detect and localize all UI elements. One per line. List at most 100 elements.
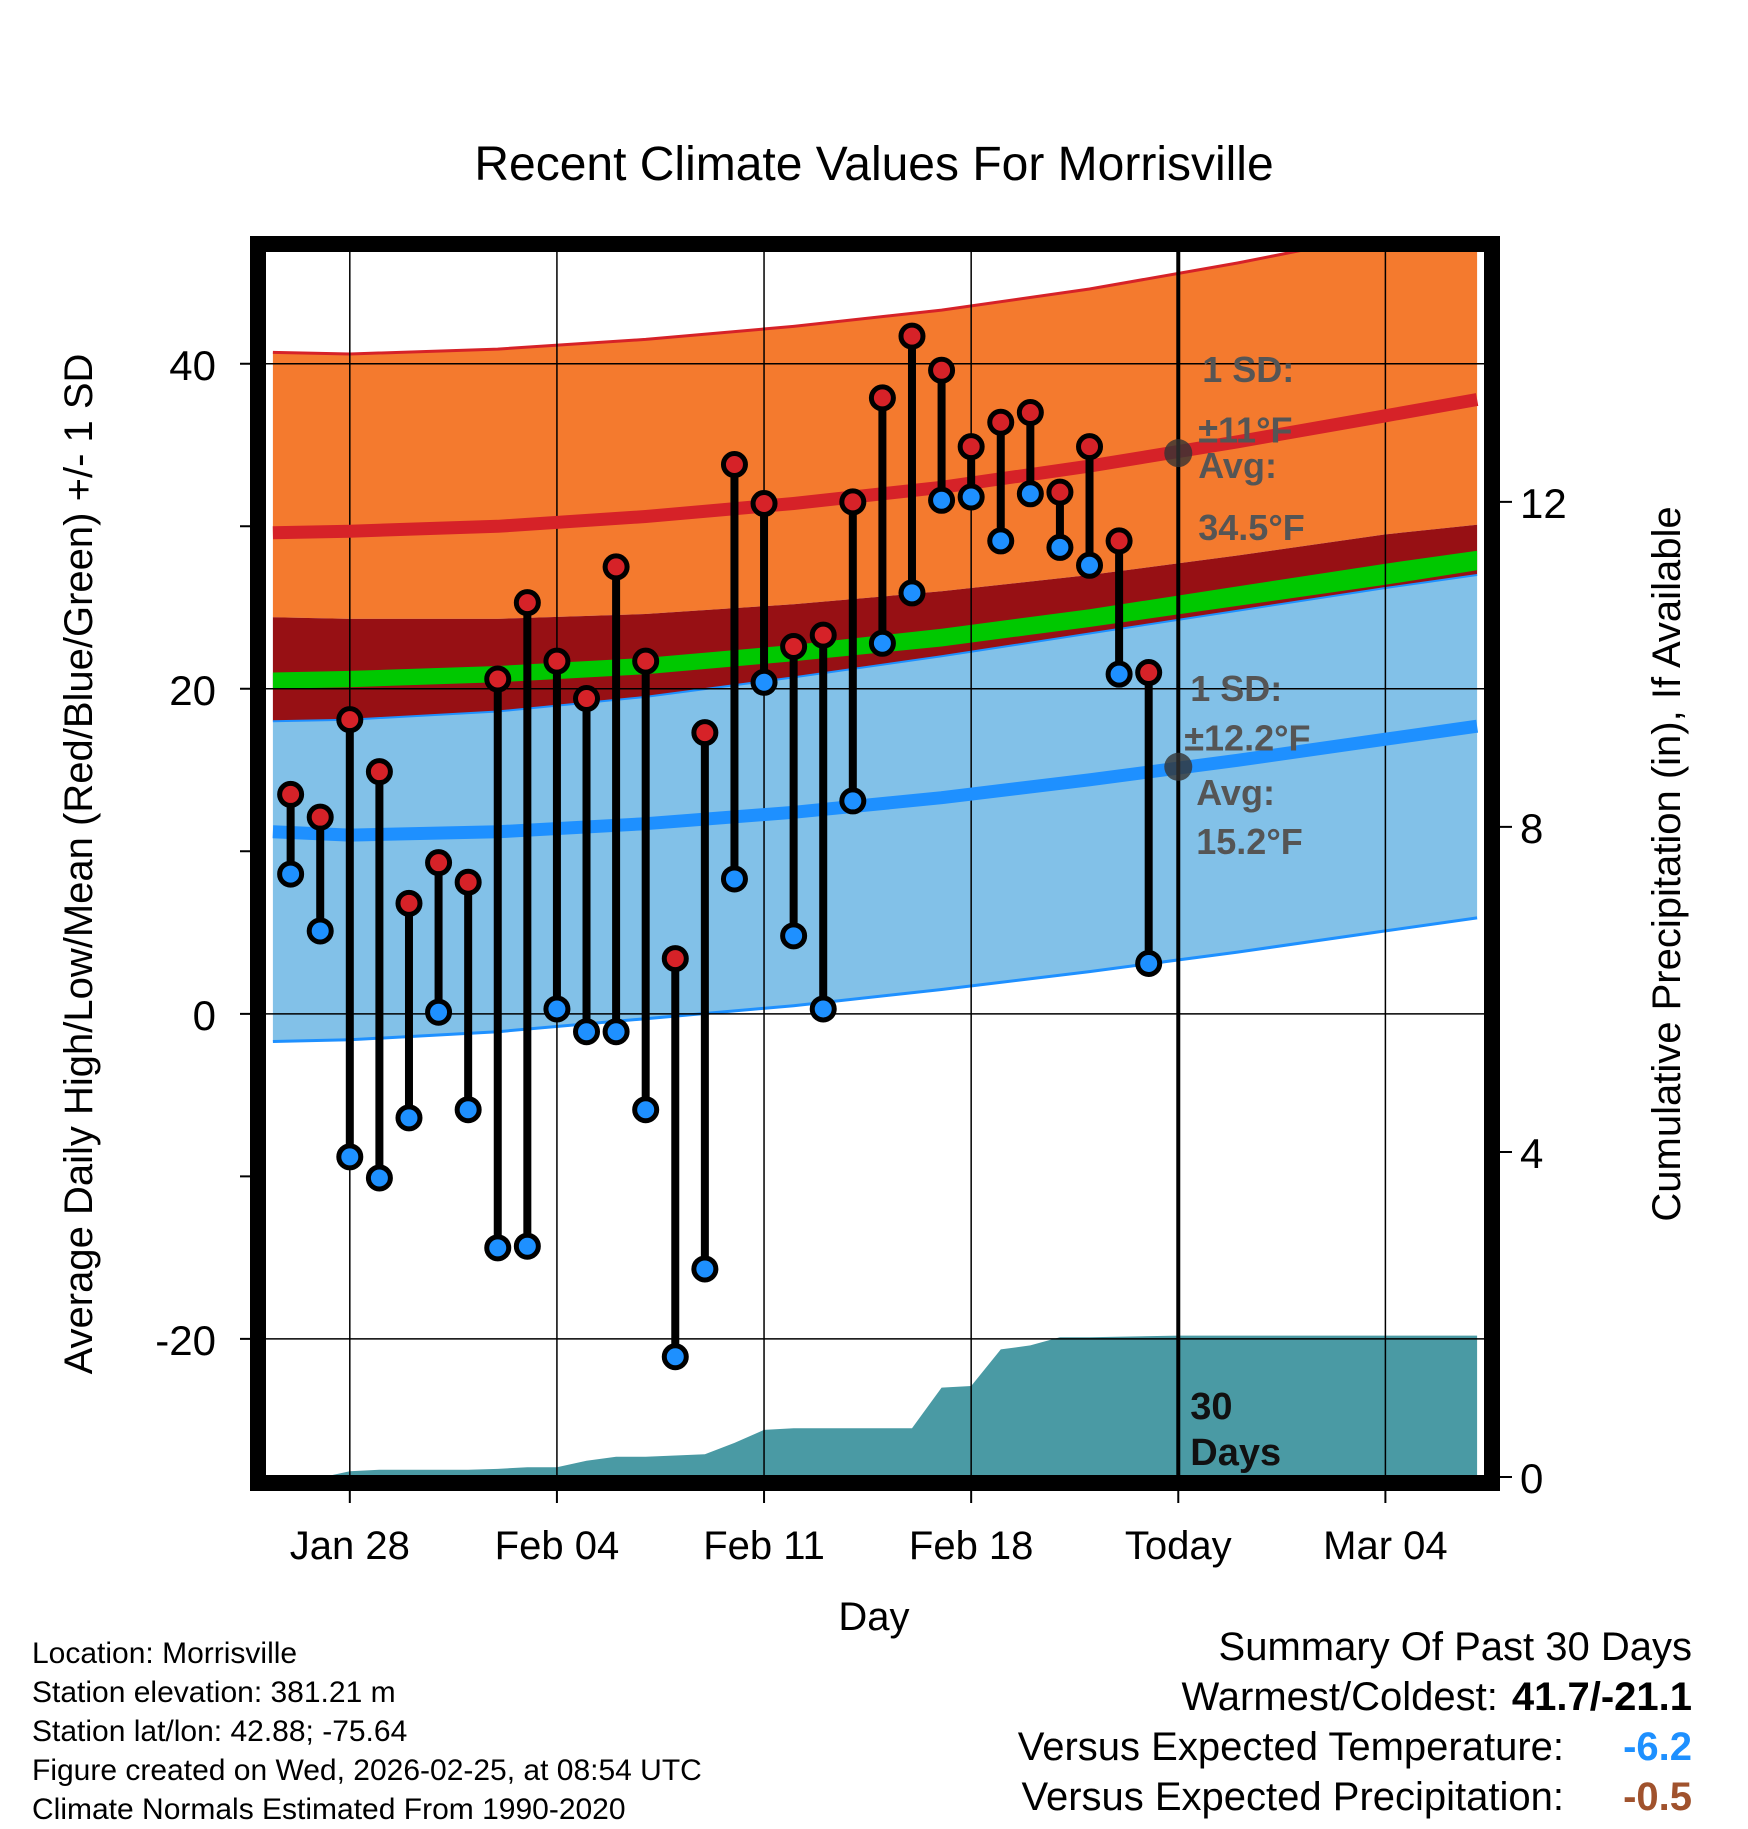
low-point xyxy=(573,1018,601,1046)
high-point xyxy=(602,553,630,581)
precip-fill xyxy=(272,1335,1478,1477)
y-axis-label: Average Daily High/Low/Mean (Red/Blue/Gr… xyxy=(57,354,101,1375)
low-point xyxy=(691,1255,719,1283)
low-point xyxy=(987,527,1015,555)
low-point xyxy=(957,483,985,511)
high-point xyxy=(425,849,453,877)
y2-tick-label: 0 xyxy=(1520,1455,1543,1502)
high-point xyxy=(868,384,896,412)
high-upper-edge xyxy=(272,250,1311,356)
low-point xyxy=(425,998,453,1026)
summary-panel: Summary Of Past 30 Days Warmest/Coldest:… xyxy=(1018,1622,1692,1822)
created-text: Figure created on Wed, 2026-02-25, at 08… xyxy=(32,1754,702,1787)
low-point xyxy=(780,922,808,950)
temp-anomaly-label: Versus Expected Temperature: xyxy=(1017,1725,1564,1769)
axes: -20 0 20 40 0 4 8 12 Jan 28 Feb 04 Feb 11 Feb 18 Tod… xyxy=(155,236,1567,1568)
high-point xyxy=(1135,659,1163,687)
high-point xyxy=(839,488,867,516)
high-point xyxy=(306,803,334,831)
x-tick-label: Feb 18 xyxy=(909,1524,1034,1568)
location-text: Location: Morrisville xyxy=(32,1637,298,1670)
high-point xyxy=(928,356,956,384)
low-point xyxy=(928,486,956,514)
high-sd-label: 1 SD: xyxy=(1202,349,1294,390)
warm-cold-value: 41.7/-21.1 xyxy=(1511,1675,1692,1719)
high-point xyxy=(484,665,512,693)
precip-anomaly-value: -0.5 xyxy=(1623,1775,1692,1819)
y2-tick-label: 4 xyxy=(1520,1130,1543,1177)
high-point xyxy=(573,685,601,713)
high-point xyxy=(395,889,423,917)
low-avg-value: 15.2°F xyxy=(1196,821,1302,862)
latlon-text: Station lat/lon: 42.88; -75.64 xyxy=(32,1715,408,1748)
high-point xyxy=(365,758,393,786)
normal-bands xyxy=(272,250,1478,1043)
low-point xyxy=(839,787,867,815)
high-point xyxy=(632,647,660,675)
high-point xyxy=(1076,433,1104,461)
low-point xyxy=(336,1143,364,1171)
period-count: 30 xyxy=(1190,1386,1232,1428)
low-point xyxy=(365,1164,393,1192)
low-point xyxy=(454,1096,482,1124)
high-mean-line xyxy=(272,393,1479,540)
high-avg-value: 34.5°F xyxy=(1198,507,1304,548)
daily-stems xyxy=(277,322,1163,1371)
low-sd-label: 1 SD: xyxy=(1190,668,1282,709)
y2-tick-label: 8 xyxy=(1520,805,1543,852)
high-point xyxy=(720,451,748,479)
high-avg-label: Avg: xyxy=(1198,445,1277,486)
y2-tick-label: 12 xyxy=(1520,480,1567,527)
high-point xyxy=(780,633,808,661)
high-sd-value: ±11°F xyxy=(1198,410,1292,451)
high-point xyxy=(809,621,837,649)
low-point xyxy=(720,865,748,893)
period-unit: Days xyxy=(1190,1432,1281,1474)
precip-anomaly-label: Versus Expected Precipitation: xyxy=(1021,1775,1564,1819)
precip-area xyxy=(272,1335,1478,1477)
low-point xyxy=(661,1343,689,1371)
high-point xyxy=(987,408,1015,436)
low-upper-edge xyxy=(272,574,1478,723)
high-point xyxy=(543,647,571,675)
high-point xyxy=(1046,478,1074,506)
low-avg-label: Avg: xyxy=(1196,772,1275,813)
plot-frame xyxy=(250,236,1500,1491)
station-info: Location: Morrisville Station elevation:… xyxy=(32,1634,702,1829)
x-tick-label: Jan 28 xyxy=(290,1524,410,1568)
low-point xyxy=(868,629,896,657)
y2-axis-label: Cumulative Precipitation (in), If Availa… xyxy=(1645,506,1689,1221)
x-tick-label: Mar 04 xyxy=(1323,1524,1448,1568)
high-point xyxy=(513,589,541,617)
low-point xyxy=(602,1018,630,1046)
elevation-text: Station elevation: 381.21 m xyxy=(32,1676,396,1709)
normals-text: Climate Normals Estimated From 1990-2020 xyxy=(32,1793,626,1826)
y-tick-label: 0 xyxy=(193,992,216,1039)
y-tick-label: 20 xyxy=(169,667,216,714)
temp-anomaly-value: -6.2 xyxy=(1623,1725,1692,1769)
high-point xyxy=(661,945,689,973)
low-point xyxy=(1016,480,1044,508)
chart-title: Recent Climate Values For Morrisville xyxy=(474,138,1273,191)
high-point xyxy=(1016,399,1044,427)
high-point xyxy=(454,868,482,896)
x-axis-label: Day xyxy=(838,1595,909,1639)
low-point xyxy=(1135,949,1163,977)
high-avg-dot xyxy=(1164,439,1193,468)
low-point xyxy=(484,1234,512,1262)
low-point xyxy=(1076,551,1104,579)
high-point xyxy=(277,780,305,808)
low-point xyxy=(277,860,305,888)
low-avg-dot xyxy=(1164,752,1193,781)
high-point xyxy=(898,322,926,350)
low-point xyxy=(632,1096,660,1124)
warm-cold-label: Warmest/Coldest: xyxy=(1181,1675,1498,1719)
x-tick-label: Feb 04 xyxy=(495,1524,620,1568)
low-point xyxy=(1046,533,1074,561)
y-tick-label: -20 xyxy=(155,1317,216,1364)
high-point xyxy=(691,719,719,747)
low-point xyxy=(1105,660,1133,688)
y-tick-label: 40 xyxy=(169,342,216,389)
